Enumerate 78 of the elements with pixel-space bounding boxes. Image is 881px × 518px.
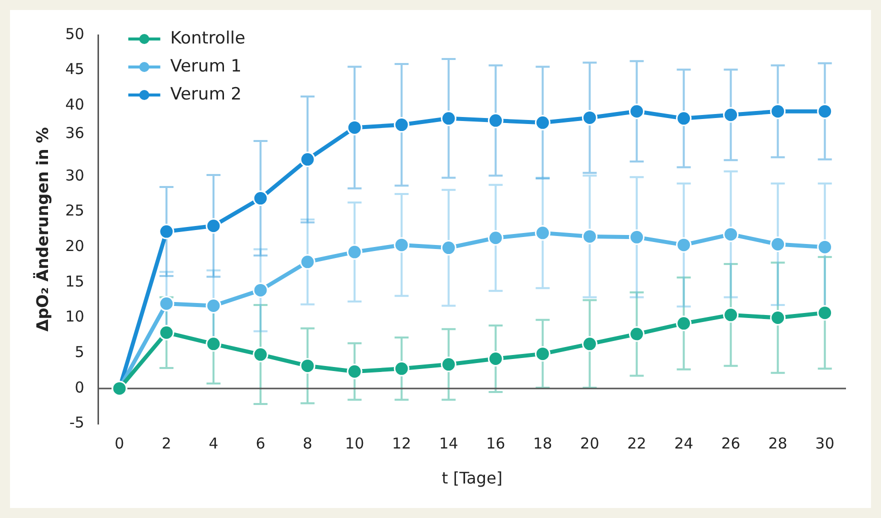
point <box>676 110 692 126</box>
point <box>252 190 268 206</box>
x-tick-label: 4 <box>208 434 218 453</box>
point <box>158 224 174 240</box>
point <box>300 152 316 168</box>
x-tick-label: 10 <box>345 434 364 453</box>
point <box>394 117 410 133</box>
y-tick-label: 50 <box>65 24 84 43</box>
point <box>534 114 550 130</box>
point <box>394 237 410 253</box>
point <box>206 298 222 314</box>
x-tick-label: 6 <box>256 434 266 453</box>
y-tick-label: 20 <box>65 236 84 255</box>
y-tick-label: -5 <box>69 414 84 432</box>
y-tick-label: 25 <box>65 202 84 220</box>
y-tick-label: 5 <box>74 343 84 361</box>
y-tick-label: 36 <box>65 124 84 142</box>
x-tick-label: 14 <box>439 434 458 453</box>
y-tick-label: 45 <box>65 60 84 78</box>
y-tick-label: 30 <box>65 166 84 184</box>
point <box>770 310 786 326</box>
point <box>440 240 456 256</box>
legend-label: Verum 1 <box>170 56 242 76</box>
x-tick-label: 22 <box>627 434 646 453</box>
point <box>582 110 598 126</box>
point <box>158 324 174 340</box>
point <box>346 364 362 380</box>
point <box>206 336 222 352</box>
point <box>346 244 362 260</box>
y-tick-label: 0 <box>74 378 84 396</box>
point <box>770 236 786 252</box>
point <box>676 316 692 332</box>
point <box>628 229 644 245</box>
point <box>488 351 504 367</box>
x-tick-label: 8 <box>302 434 312 453</box>
x-tick-label: 18 <box>533 434 552 453</box>
x-tick-label: 24 <box>674 434 694 453</box>
x-tick-label: 26 <box>721 434 740 453</box>
y-tick-label: 15 <box>65 272 84 290</box>
point <box>488 230 504 246</box>
legend-label: Kontrolle <box>170 28 246 48</box>
x-tick-label: 0 <box>114 434 124 453</box>
point <box>770 104 786 120</box>
y-tick-label: 10 <box>65 308 84 326</box>
point <box>534 346 550 362</box>
point <box>346 120 362 136</box>
point <box>534 225 550 241</box>
point <box>723 226 739 242</box>
x-tick-label: 16 <box>486 434 506 453</box>
point <box>252 346 268 362</box>
x-axis-title: t [Tage] <box>442 468 503 488</box>
x-tick-label: 20 <box>580 434 600 453</box>
legend-label: Verum 2 <box>170 84 242 104</box>
point <box>817 104 833 120</box>
point <box>628 104 644 120</box>
point <box>252 282 268 298</box>
x-tick-label: 2 <box>162 434 172 453</box>
point <box>817 305 833 321</box>
point <box>628 326 644 342</box>
point <box>723 307 739 323</box>
point <box>158 296 174 312</box>
y-tick-label: 40 <box>65 96 84 114</box>
point <box>723 107 739 123</box>
point <box>300 254 316 270</box>
point <box>488 112 504 128</box>
point <box>440 110 456 126</box>
point <box>206 218 222 234</box>
point <box>440 356 456 372</box>
point <box>582 228 598 244</box>
x-tick-label: 28 <box>768 434 788 453</box>
x-tick-label: 30 <box>815 434 834 453</box>
point <box>300 358 316 374</box>
y-axis-title: ΔpO₂ Änderungen in % <box>32 127 52 332</box>
point <box>394 360 410 376</box>
point <box>582 336 598 352</box>
point <box>676 237 692 253</box>
point <box>817 239 833 255</box>
x-tick-label: 12 <box>392 434 412 453</box>
